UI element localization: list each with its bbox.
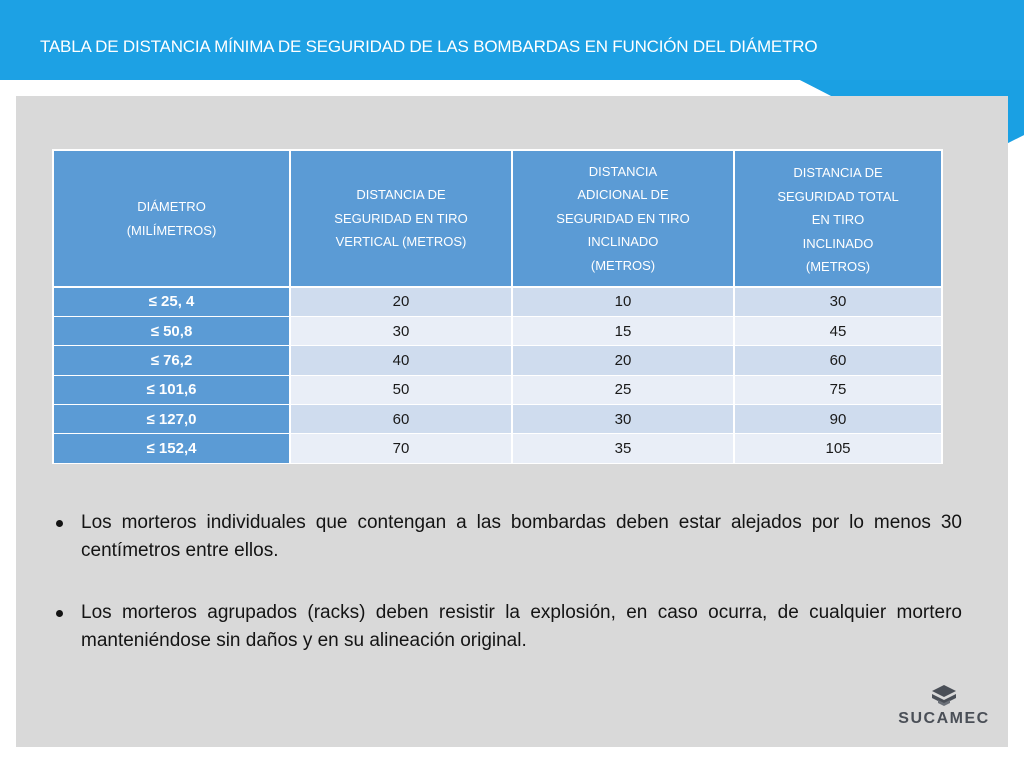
- bullet-item: Los morteros individuales que contengan …: [56, 509, 962, 565]
- bullet-text: Los morteros individuales que contengan …: [81, 512, 962, 561]
- table-header-row: DIÁMETRO (MILÍMETROS) DISTANCIA DE SEGURID…: [52, 149, 943, 288]
- distance-table: DIÁMETRO (MILÍMETROS) DISTANCIA DE SEGURID…: [52, 149, 943, 464]
- table-row: ≤ 50,8 30 15 45: [52, 315, 943, 347]
- vertical-distance-cell: 70: [289, 433, 513, 464]
- total-distance-cell: 90: [733, 404, 943, 435]
- additional-distance-cell: 15: [511, 315, 735, 347]
- sucamec-logo-icon: [932, 685, 956, 706]
- diameter-cell: ≤ 50,8: [52, 315, 291, 347]
- total-distance-cell: 30: [733, 286, 943, 317]
- column-header-diametro: DIÁMETRO (MILÍMETROS): [52, 149, 291, 288]
- table-row: ≤ 127,0 60 30 90: [52, 404, 943, 435]
- vertical-distance-cell: 20: [289, 286, 513, 317]
- table-row: ≤ 25, 4 20 10 30: [52, 286, 943, 317]
- diameter-cell: ≤ 127,0: [52, 404, 291, 435]
- bullet-item: Los morteros agrupados (racks) deben res…: [56, 599, 962, 655]
- additional-distance-cell: 30: [511, 404, 735, 435]
- bullet-dot-icon: [56, 610, 63, 617]
- column-header-vertical: DISTANCIA DE SEGURIDAD EN TIRO VERTICAL (M…: [289, 149, 513, 288]
- column-header-adicional: DISTANCIA ADICIONAL DE SEGURIDAD EN TIRO IN…: [511, 149, 735, 288]
- total-distance-cell: 105: [733, 433, 943, 464]
- diameter-cell: ≤ 76,2: [52, 345, 291, 376]
- total-distance-cell: 45: [733, 315, 943, 347]
- diameter-cell: ≤ 25, 4: [52, 286, 291, 317]
- additional-distance-cell: 25: [511, 374, 735, 406]
- vertical-distance-cell: 60: [289, 404, 513, 435]
- vertical-distance-cell: 40: [289, 345, 513, 376]
- additional-distance-cell: 20: [511, 345, 735, 376]
- bullet-text: Los morteros agrupados (racks) deben res…: [81, 602, 962, 651]
- table-row: ≤ 76,2 40 20 60: [52, 345, 943, 376]
- additional-distance-cell: 10: [511, 286, 735, 317]
- bullet-dot-icon: [56, 520, 63, 527]
- additional-distance-cell: 35: [511, 433, 735, 464]
- table-row: ≤ 101,6 50 25 75: [52, 374, 943, 406]
- total-distance-cell: 75: [733, 374, 943, 406]
- diameter-cell: ≤ 101,6: [52, 374, 291, 406]
- diameter-cell: ≤ 152,4: [52, 433, 291, 464]
- vertical-distance-cell: 30: [289, 315, 513, 347]
- slide-title: TABLA DE DISTANCIA MÍNIMA DE SEGURIDAD D…: [40, 37, 818, 56]
- column-header-total: DISTANCIA DE SEGURIDAD TOTAL EN TIRO INCLIN…: [733, 149, 943, 288]
- bullet-list: Los morteros individuales que contengan …: [56, 509, 962, 689]
- sucamec-logo: SUCAMEC: [896, 684, 992, 730]
- vertical-distance-cell: 50: [289, 374, 513, 406]
- table-row: ≤ 152,4 70 35 105: [52, 433, 943, 464]
- total-distance-cell: 60: [733, 345, 943, 376]
- logo-text: SUCAMEC: [898, 710, 990, 727]
